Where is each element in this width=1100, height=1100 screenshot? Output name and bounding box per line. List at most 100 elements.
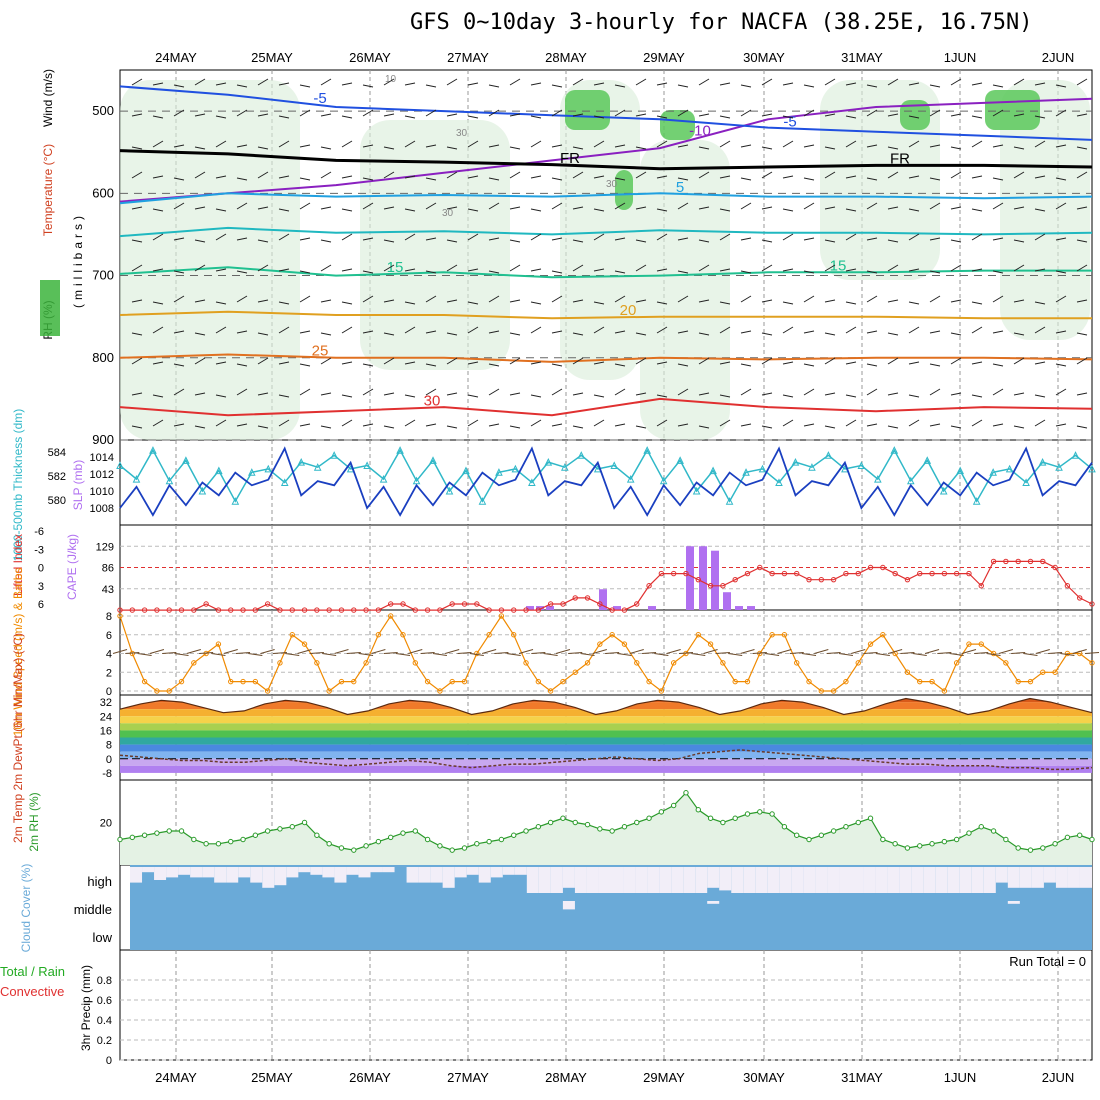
wind-barb <box>887 206 899 210</box>
wind10-barb <box>875 653 890 656</box>
top-day-label: 31MAY <box>841 50 883 65</box>
wind-barb <box>194 264 206 272</box>
wind10-barb <box>900 652 915 654</box>
cloud-ytick: low <box>92 930 112 945</box>
wind-barb <box>467 115 479 119</box>
wind-barb <box>908 394 920 398</box>
wind-barb <box>635 146 647 150</box>
wind-barb <box>488 202 500 210</box>
lifted-index-marker <box>1027 558 1034 565</box>
wind-barb <box>446 239 458 243</box>
ylabel-wind10: 10m Wind Speed (m/s) & Barbs <box>11 568 25 737</box>
wind-barb <box>131 264 143 272</box>
wind10-barb <box>149 649 165 654</box>
wind-barb <box>572 264 584 272</box>
wind-barb <box>719 175 731 179</box>
rh2m-marker <box>560 815 566 821</box>
wind10-barb <box>642 652 657 654</box>
rh2m-marker <box>351 847 357 853</box>
rh2m-marker <box>695 807 701 813</box>
cloud-high-gap <box>262 867 275 888</box>
wind-barb <box>362 330 374 334</box>
lifted-index-marker <box>732 576 738 583</box>
wind-barb <box>719 326 731 334</box>
wind-barb <box>299 423 311 427</box>
rh-shading <box>640 140 730 440</box>
cloud-high-gap <box>538 867 551 893</box>
wind10-barb <box>1072 649 1087 654</box>
wind-barb <box>215 82 227 86</box>
wind-barb <box>320 264 332 272</box>
wind-barb <box>152 82 164 86</box>
cloud-high-gap <box>514 867 527 875</box>
cloud-mid-gap <box>562 901 575 910</box>
lifted-index-marker <box>892 570 898 577</box>
wind-barb <box>740 202 752 210</box>
wind-barb <box>1055 270 1067 274</box>
wind-barb <box>551 423 563 427</box>
temp-band <box>120 758 1092 766</box>
rh2m-marker <box>634 819 640 826</box>
wind-barb <box>929 295 941 303</box>
rh2m-marker <box>670 802 677 809</box>
wind-barb <box>677 84 689 88</box>
wind-barb <box>278 233 290 241</box>
cloud-high-gap <box>719 867 732 891</box>
wind-barb <box>299 109 311 117</box>
cloud-high-gap <box>382 867 395 873</box>
cape-bar <box>686 546 694 610</box>
wind10-marker <box>228 678 234 685</box>
wind-barb <box>530 175 542 179</box>
wind-barb <box>614 177 626 181</box>
temp-ytick: -8 <box>102 768 112 780</box>
isotherm-label: 5 <box>676 179 684 196</box>
thickness-marker <box>1088 464 1096 473</box>
wind10-barb <box>260 649 275 654</box>
wind-barb <box>488 295 500 303</box>
wind-barb <box>488 363 500 367</box>
thickness-marker <box>132 474 141 483</box>
wind-barb <box>635 113 647 117</box>
precip-run-total: Run Total = 0 <box>1009 954 1086 969</box>
wind-barb <box>299 295 311 303</box>
wind-barb <box>383 146 395 150</box>
wind-barb <box>824 78 836 86</box>
wind10-marker <box>314 660 320 666</box>
rh2m-marker <box>203 841 209 847</box>
wind-barb <box>467 82 479 86</box>
wind-barb <box>299 388 311 396</box>
wind-barb <box>782 361 794 365</box>
cloud-high-gap <box>779 867 792 893</box>
lifted-index-marker <box>1015 558 1021 565</box>
cape-ytick: 86 <box>102 563 114 575</box>
wind-barb <box>593 419 605 427</box>
wind-barb <box>719 115 731 119</box>
wind-barb <box>1034 82 1046 86</box>
wind-barb <box>656 115 668 119</box>
wind-barb <box>845 208 857 212</box>
cloud-high-gap <box>502 867 515 875</box>
bottom-day-label: 2JUN <box>1042 1070 1075 1085</box>
lifted-index-marker <box>437 607 443 613</box>
wind-barb <box>278 208 290 212</box>
cloud-high-gap <box>526 867 539 893</box>
rh2m-marker <box>486 838 492 845</box>
lifted-index-marker <box>252 607 259 613</box>
wind-barb <box>908 140 920 148</box>
wind-barb <box>803 363 815 367</box>
thickness-ytick: 580 <box>48 495 66 507</box>
lifted-index-marker <box>966 570 972 577</box>
wind10-marker <box>953 660 960 666</box>
ylabel-temp: 2m Temp 2m DewPt (6hr Min/Max) (°C) <box>11 633 25 843</box>
precip-ytick: 0.4 <box>97 1015 112 1027</box>
thickness-marker <box>643 446 651 454</box>
wind-barb <box>488 423 500 427</box>
cloud-high-gap <box>695 867 708 893</box>
wind-barb <box>803 330 815 334</box>
precip-ytick: 0.8 <box>97 975 112 987</box>
rh2m-marker <box>1040 845 1046 851</box>
wind-barb <box>677 144 689 148</box>
temp-ytick: 16 <box>100 725 112 737</box>
wind-barb <box>971 361 983 365</box>
